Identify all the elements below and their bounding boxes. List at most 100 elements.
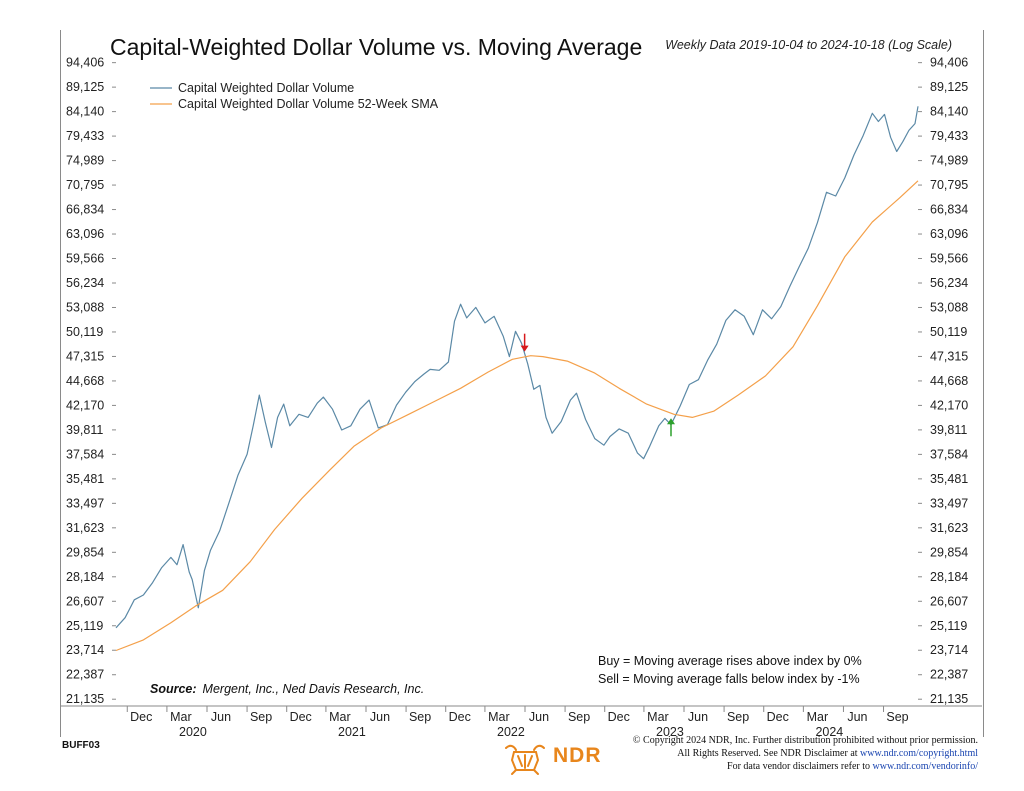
disclaimer-prefix: All Rights Reserved. See NDR Disclaimer … [677, 748, 861, 759]
y-tick-label-right: 21,135 [930, 692, 968, 706]
x-tick-label: Sep [886, 710, 908, 724]
y-tick-label-right: 37,584 [930, 447, 968, 461]
buy-arrow-icon [666, 418, 675, 425]
series-code: BUFF03 [62, 740, 100, 751]
y-tick-label-left: 59,566 [66, 252, 104, 266]
source-text: Mergent, Inc., Ned Davis Research, Inc. [203, 682, 425, 696]
y-tick-label-right: 59,566 [930, 252, 968, 266]
y-tick-label-right: 53,088 [930, 300, 968, 314]
vendor-prefix: For data vendor disclaimers refer to [727, 761, 873, 772]
x-year-label: 2021 [338, 725, 366, 739]
y-tick-label-right: 89,125 [930, 80, 968, 94]
x-year-label: 2022 [497, 725, 525, 739]
y-tick-label-left: 44,668 [66, 374, 104, 388]
y-tick-label-left: 53,088 [66, 300, 104, 314]
y-tick-label-right: 23,714 [930, 643, 968, 657]
bull-icon [505, 744, 545, 775]
y-tick-label-left: 89,125 [66, 80, 104, 94]
source-label: Source: [150, 682, 197, 696]
y-tick-label-right: 26,607 [930, 594, 968, 608]
x-tick-label: Dec [449, 710, 471, 724]
y-tick-label-right: 35,481 [930, 472, 968, 486]
y-tick-label-right: 50,119 [930, 325, 967, 339]
y-tick-label-left: 29,854 [66, 545, 104, 559]
ndr-logo-text: NDR [553, 744, 602, 767]
y-tick-label-right: 79,433 [930, 129, 968, 143]
copyright-block: © Copyright 2024 NDR, Inc. Further distr… [633, 734, 978, 773]
y-tick-label-left: 22,387 [66, 668, 104, 682]
x-tick-label: Jun [688, 710, 708, 724]
x-tick-label: Jun [370, 710, 390, 724]
source-line: Source: Mergent, Inc., Ned Davis Research… [150, 682, 424, 696]
y-tick-label-right: 33,497 [930, 496, 968, 510]
y-tick-label-left: 74,989 [66, 154, 104, 168]
y-tick-label-right: 44,668 [930, 374, 968, 388]
y-tick-label-right: 42,170 [930, 398, 968, 412]
x-tick-label: Mar [647, 710, 669, 724]
y-tick-label-left: 63,096 [66, 227, 104, 241]
y-tick-label-right: 39,811 [930, 423, 967, 437]
ndr-logo: NDR [500, 740, 612, 776]
x-tick-label: Jun [847, 710, 867, 724]
y-tick-label-left: 66,834 [66, 203, 104, 217]
x-year-label: 2023 [656, 725, 684, 739]
y-tick-label-right: 70,795 [930, 178, 968, 192]
x-tick-label: Mar [807, 710, 829, 724]
buy-rule-text: Buy = Moving average rises above index b… [598, 654, 862, 668]
y-tick-label-left: 37,584 [66, 447, 104, 461]
x-tick-label: Sep [568, 710, 590, 724]
sell-arrow-icon [520, 345, 529, 352]
y-tick-label-left: 42,170 [66, 398, 104, 412]
y-tick-label-right: 74,989 [930, 154, 968, 168]
y-tick-label-left: 94,406 [66, 56, 104, 70]
x-tick-label: Dec [290, 710, 312, 724]
y-tick-label-left: 25,119 [66, 619, 103, 633]
x-tick-label: Dec [608, 710, 630, 724]
y-tick-label-left: 35,481 [66, 472, 104, 486]
copyright-link[interactable]: www.ndr.com/copyright.html [860, 748, 978, 759]
vendor-link[interactable]: www.ndr.com/vendorinfo/ [872, 761, 978, 772]
copyright-line: © Copyright 2024 NDR, Inc. Further distr… [632, 735, 978, 746]
y-tick-label-left: 50,119 [66, 325, 103, 339]
x-tick-label: Sep [727, 710, 749, 724]
vendor-line: For data vendor disclaimers refer to www… [633, 760, 978, 773]
x-tick-label: Jun [211, 710, 231, 724]
chart-frame [60, 30, 984, 737]
legend-label-sma: Capital Weighted Dollar Volume 52-Week S… [178, 97, 439, 111]
y-tick-label-right: 84,140 [930, 105, 968, 119]
volume-series-line [115, 106, 919, 629]
sell-rule-text: Sell = Moving average falls below index … [598, 672, 860, 686]
y-tick-label-left: 33,497 [66, 496, 104, 510]
y-tick-label-right: 56,234 [930, 276, 968, 290]
y-tick-label-right: 28,184 [930, 570, 968, 584]
y-tick-label-right: 31,623 [930, 521, 968, 535]
x-tick-label: Mar [170, 710, 192, 724]
x-year-label: 2024 [815, 725, 843, 739]
y-tick-label-right: 63,096 [930, 227, 968, 241]
x-year-label: 2020 [179, 725, 207, 739]
disclaimer-line: All Rights Reserved. See NDR Disclaimer … [633, 747, 978, 760]
y-tick-label-right: 94,406 [930, 56, 968, 70]
x-tick-label: Jun [529, 710, 549, 724]
y-tick-label-right: 47,315 [930, 349, 968, 363]
y-tick-label-left: 47,315 [66, 349, 104, 363]
y-tick-label-right: 29,854 [930, 545, 968, 559]
y-tick-label-right: 25,119 [930, 619, 967, 633]
chart-title: Capital-Weighted Dollar Volume vs. Movin… [110, 34, 643, 60]
x-tick-label: Dec [767, 710, 789, 724]
y-tick-label-left: 79,433 [66, 129, 104, 143]
sma-series-line [115, 180, 919, 652]
x-tick-label: Dec [130, 710, 152, 724]
y-tick-label-right: 22,387 [930, 668, 968, 682]
x-tick-label: Mar [488, 710, 510, 724]
x-tick-label: Mar [329, 710, 351, 724]
y-tick-label-left: 31,623 [66, 521, 104, 535]
y-tick-label-left: 23,714 [66, 643, 104, 657]
y-tick-label-right: 66,834 [930, 203, 968, 217]
x-tick-label: Sep [409, 710, 431, 724]
legend-label-volume: Capital Weighted Dollar Volume [178, 81, 354, 95]
chart-subtitle: Weekly Data 2019-10-04 to 2024-10-18 (Lo… [665, 38, 952, 52]
y-tick-label-left: 28,184 [66, 570, 104, 584]
y-tick-label-left: 70,795 [66, 178, 104, 192]
